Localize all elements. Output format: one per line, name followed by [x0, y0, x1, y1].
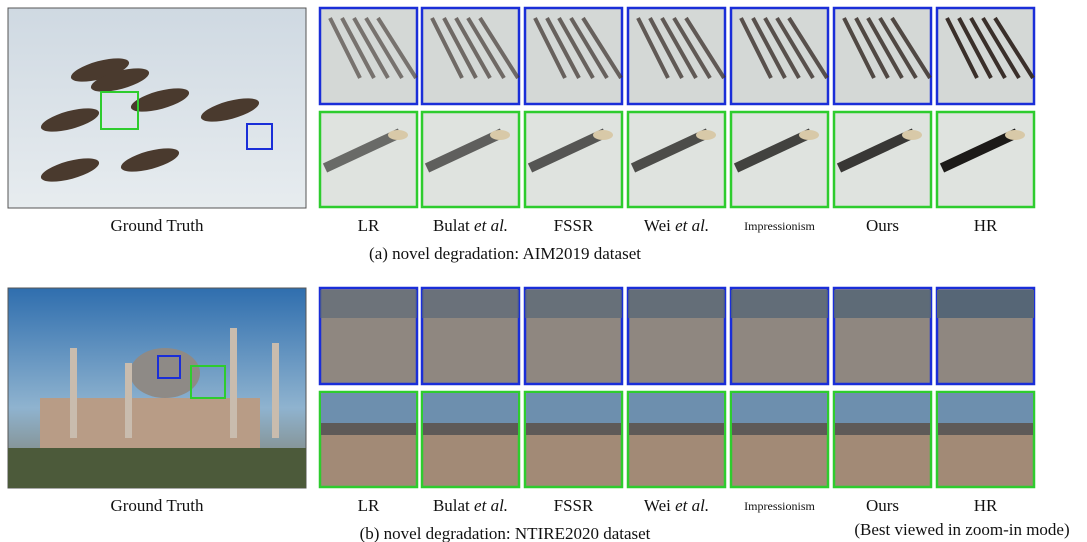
text: Wei	[644, 216, 671, 235]
sky	[423, 393, 518, 423]
ground-truth-label: Ground Truth	[110, 216, 203, 236]
text: Ground Truth	[110, 496, 203, 515]
note: (Best viewed in zoom-in mode)	[854, 520, 1069, 540]
sky	[526, 393, 621, 423]
text: HR	[974, 216, 998, 235]
roof	[525, 290, 622, 318]
method-label: FSSR	[554, 496, 594, 516]
method-label: Wei et al.	[644, 496, 709, 516]
method-label: Impressionism	[744, 219, 815, 234]
roofline	[938, 423, 1033, 435]
text: Bulat	[433, 216, 470, 235]
sky	[629, 393, 724, 423]
text: HR	[974, 496, 998, 515]
method-label: Ours	[866, 216, 899, 236]
figure-images	[0, 0, 1087, 542]
method-label: LR	[358, 496, 380, 516]
head	[902, 130, 922, 140]
roof	[834, 290, 931, 318]
text: FSSR	[554, 216, 594, 235]
text: Ours	[866, 496, 899, 515]
roof	[628, 290, 725, 318]
text: Ours	[866, 216, 899, 235]
text: Wei	[644, 496, 671, 515]
text: (Best viewed in zoom-in mode)	[854, 520, 1069, 539]
sky	[732, 393, 827, 423]
figure: Ground Truth LR Bulat et al. FSSR Wei et al.…	[0, 0, 1087, 542]
sky	[321, 393, 416, 423]
text: et al.	[675, 496, 709, 515]
head	[696, 130, 716, 140]
method-label: LR	[358, 216, 380, 236]
caption: (b) novel degradation: NTIRE2020 dataset	[360, 524, 651, 542]
sky	[938, 393, 1033, 423]
roofline	[526, 423, 621, 435]
text: FSSR	[554, 496, 594, 515]
sky	[835, 393, 930, 423]
method-label: Bulat et al.	[433, 216, 508, 236]
ground-truth-label: Ground Truth	[110, 496, 203, 516]
minaret	[230, 328, 237, 438]
head	[593, 130, 613, 140]
text: Impressionism	[744, 499, 815, 513]
minaret	[70, 348, 77, 438]
text: LR	[358, 216, 380, 235]
roof	[937, 290, 1034, 318]
method-label: Bulat et al.	[433, 496, 508, 516]
method-label: HR	[974, 216, 998, 236]
text: et al.	[675, 216, 709, 235]
text: LR	[358, 496, 380, 515]
head	[799, 130, 819, 140]
trees	[8, 448, 306, 488]
roof	[320, 290, 417, 318]
roof	[422, 290, 519, 318]
roofline	[835, 423, 930, 435]
head	[388, 130, 408, 140]
roofline	[321, 423, 416, 435]
roofline	[423, 423, 518, 435]
method-label: Impressionism	[744, 499, 815, 514]
minaret	[125, 363, 132, 438]
minaret	[272, 343, 279, 438]
roofline	[732, 423, 827, 435]
text: Bulat	[433, 496, 470, 515]
roof	[731, 290, 828, 318]
text: Ground Truth	[110, 216, 203, 235]
text: (a) novel degradation: AIM2019 dataset	[369, 244, 641, 263]
text: et al.	[474, 216, 508, 235]
method-label: Wei et al.	[644, 216, 709, 236]
head	[1005, 130, 1025, 140]
text: et al.	[474, 496, 508, 515]
text: Impressionism	[744, 219, 815, 233]
text: (b) novel degradation: NTIRE2020 dataset	[360, 524, 651, 542]
roofline	[629, 423, 724, 435]
head	[490, 130, 510, 140]
caption: (a) novel degradation: AIM2019 dataset	[369, 244, 641, 264]
method-label: FSSR	[554, 216, 594, 236]
method-label: HR	[974, 496, 998, 516]
method-label: Ours	[866, 496, 899, 516]
